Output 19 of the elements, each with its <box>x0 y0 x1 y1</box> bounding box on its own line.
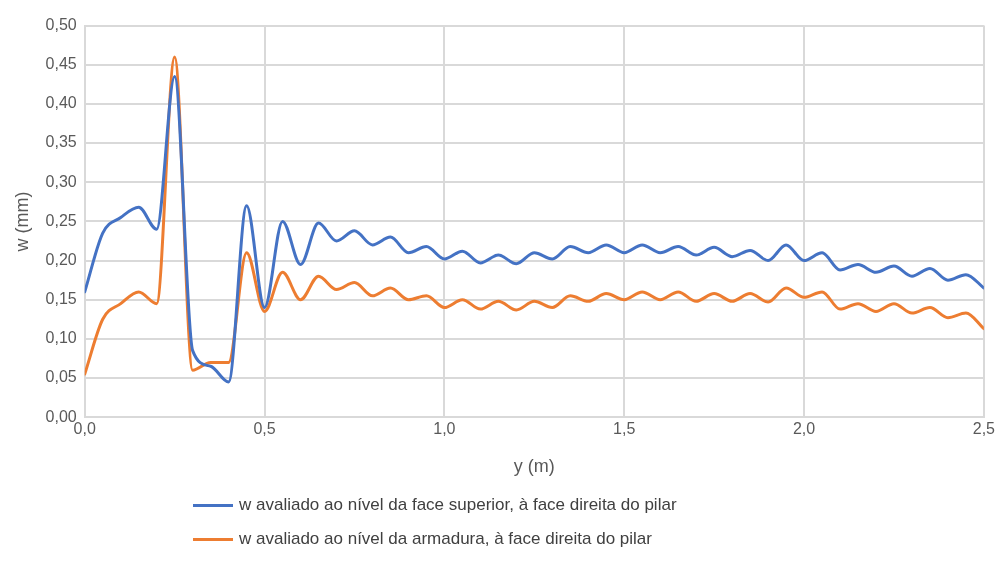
x-tick-label: 2,0 <box>792 420 816 438</box>
x-axis-title: y (m) <box>513 456 555 477</box>
legend-label: w avaliado ao nível da face superior, à face direita do pilar <box>239 495 677 515</box>
y-tick-label: 0,30 <box>45 172 77 190</box>
y-tick-label: 0,35 <box>45 133 77 151</box>
x-tick-label: 0,5 <box>253 420 276 438</box>
y-tick-label: 0,10 <box>45 329 77 347</box>
x-tick-label: 1,0 <box>433 420 456 438</box>
y-tick-label: 0,40 <box>45 94 77 112</box>
y-tick-label: 0,50 <box>45 16 77 34</box>
y-tick-label: 0,20 <box>45 250 77 268</box>
x-tick-label: 1,5 <box>613 420 636 438</box>
legend-label: w avaliado ao nível da armadura, à face direita do pilar <box>239 529 652 549</box>
x-tick-label: 2,5 <box>972 420 996 438</box>
y-tick-label: 0,15 <box>45 290 77 308</box>
y-tick-label: 0,05 <box>45 368 77 386</box>
y-tick-label: 0,45 <box>45 55 77 73</box>
y-axis-title: w (mm) <box>11 191 32 253</box>
y-tick-label: 0,25 <box>45 211 77 229</box>
